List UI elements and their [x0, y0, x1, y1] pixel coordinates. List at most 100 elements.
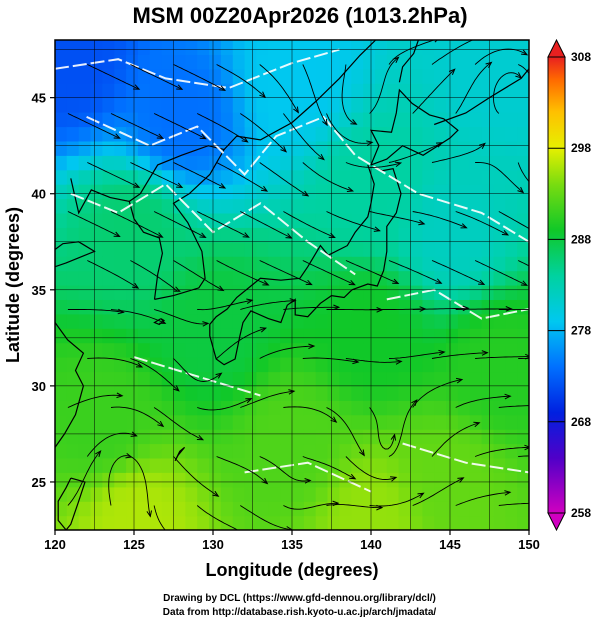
heat-cell: [315, 429, 329, 445]
streamline: [240, 390, 295, 408]
heat-cell: [446, 414, 459, 430]
streamline: [431, 40, 474, 65]
heat-cell: [90, 68, 103, 84]
heat-cell: [327, 155, 340, 171]
heat-cell: [137, 155, 151, 171]
heat-cell: [481, 40, 495, 55]
heat-cell: [327, 54, 340, 70]
heat-cell: [446, 501, 459, 517]
heat-cell: [102, 241, 115, 257]
streamline-arrowhead: [304, 478, 312, 484]
heat-cell: [78, 443, 92, 459]
heat-cell: [457, 97, 471, 113]
streamline: [173, 456, 219, 497]
heat-cell: [469, 472, 483, 488]
heat-cell: [493, 212, 506, 228]
streamline-arrowhead: [478, 279, 486, 285]
streamline: [259, 260, 312, 286]
heat-cell: [469, 328, 483, 344]
heat-cell: [114, 256, 127, 272]
heat-cell: [434, 169, 447, 185]
heat-cell: [315, 342, 329, 358]
streamline: [240, 505, 292, 530]
heat-cell: [114, 241, 127, 257]
heat-cell: [481, 270, 495, 286]
heat-cell: [398, 515, 412, 530]
heat-cell: [197, 97, 210, 113]
heat-cell: [66, 83, 80, 99]
heat-cell: [280, 443, 293, 459]
heat-cell: [126, 184, 139, 200]
heat-cell: [375, 371, 388, 387]
heat-cell: [126, 472, 139, 488]
heat-cell: [505, 227, 518, 243]
heat-cell: [66, 486, 80, 502]
heat-cell: [256, 184, 269, 200]
heat-cell: [268, 457, 281, 473]
heat-cell: [55, 414, 68, 430]
heat-cell: [469, 285, 483, 300]
heat-cell: [422, 515, 435, 530]
x-tick-label: 135: [281, 537, 303, 552]
heat-cell: [197, 472, 210, 488]
heat-cell: [173, 227, 186, 243]
heat-cell: [292, 486, 305, 502]
heat-cell: [126, 112, 139, 128]
streamline: [345, 358, 402, 363]
heat-cell: [78, 212, 92, 228]
heat-cell: [55, 140, 68, 156]
heat-cell: [375, 126, 388, 142]
heat-cell: [102, 97, 115, 113]
heat-cell: [493, 126, 506, 142]
heat-cell: [375, 400, 388, 416]
heat-cell: [90, 83, 103, 99]
heat-cell: [78, 54, 92, 70]
heat-cell: [339, 97, 352, 113]
heat-cell: [256, 140, 269, 156]
heat-cell: [244, 241, 257, 257]
heat-cell: [292, 357, 305, 373]
streamline-arrowhead: [349, 473, 357, 480]
heat-cell: [280, 68, 293, 84]
heat-cell: [469, 357, 483, 373]
heat-cell: [66, 241, 80, 257]
heat-cell: [244, 155, 257, 171]
heat-cell: [410, 385, 423, 401]
heat-cell: [469, 112, 483, 128]
streamline-arrowhead: [330, 416, 338, 423]
heat-cell: [149, 126, 163, 142]
heat-cell: [351, 227, 364, 243]
heat-cell: [114, 515, 127, 530]
streamline-arrowhead: [241, 136, 249, 143]
heat-cell: [55, 256, 68, 272]
heat-cell: [517, 285, 529, 300]
streamline-arrowhead: [395, 359, 403, 365]
heat-cell: [114, 112, 127, 128]
heat-cell: [292, 313, 305, 329]
heat-cell: [517, 486, 529, 502]
heat-cell: [446, 212, 459, 228]
streamline: [87, 162, 140, 188]
heat-cell: [422, 299, 435, 315]
heat-cell: [410, 68, 423, 84]
heat-cell: [517, 472, 529, 488]
heat-cell: [78, 256, 92, 272]
heat-cell: [363, 140, 376, 156]
heat-cell: [161, 371, 175, 387]
heat-cell: [292, 342, 305, 358]
heat-cell: [481, 169, 495, 185]
heat-cell: [303, 227, 317, 243]
heat-cell: [185, 400, 198, 416]
heat-cell: [446, 443, 459, 459]
heat-cell: [446, 328, 459, 344]
heat-cell: [161, 184, 175, 200]
heat-cell: [292, 400, 305, 416]
heat-cell: [469, 400, 483, 416]
heat-cell: [66, 313, 80, 329]
heat-cell: [351, 184, 364, 200]
heat-cell: [114, 285, 127, 300]
heat-cell: [173, 40, 186, 55]
streamline: [412, 477, 464, 506]
streamline: [67, 211, 120, 237]
